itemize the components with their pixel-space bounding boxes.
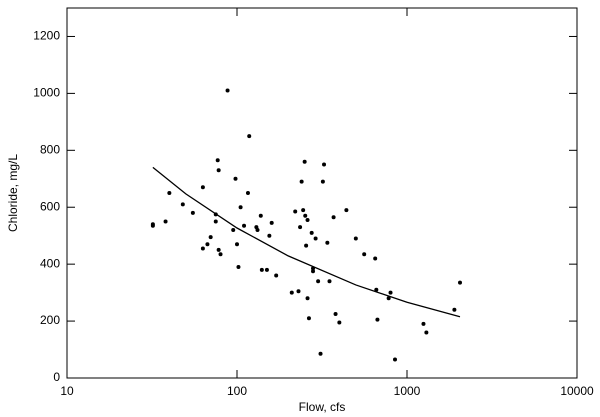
data-point [331,215,336,220]
data-point [373,256,378,261]
data-point [233,176,238,181]
data-point [200,185,205,190]
data-point [393,357,398,362]
data-point [215,158,220,163]
data-point [320,179,325,184]
data-point [305,296,310,301]
data-point [289,290,294,295]
data-point [457,280,462,285]
data-point [180,202,185,207]
data-point [245,191,250,195]
data-point [216,247,221,252]
data-point [163,219,168,224]
data-point [322,162,327,167]
data-point [150,223,155,228]
data-point [205,242,210,247]
data-point [386,296,391,301]
data-point [235,242,239,247]
data-point [167,191,172,195]
x-tick-label: 1000 [394,384,421,398]
y-tick-label: 200 [40,313,60,327]
data-point [421,321,426,326]
data-point [231,228,236,232]
data-point [259,267,264,272]
y-tick-label: 800 [40,142,60,156]
data-point [225,88,230,93]
plot-frame [66,7,578,379]
data-point [298,225,303,230]
data-point [305,218,310,223]
data-point [302,159,307,164]
data-point [208,235,213,240]
y-axis-label: Chloride, mg/L [6,154,20,232]
data-point [362,252,367,257]
y-tick-label: 1200 [33,29,60,43]
data-point [190,210,195,215]
data-point [255,228,260,232]
data-point [313,236,318,241]
data-point [353,236,358,241]
fit-curve [152,166,461,318]
data-point [267,233,272,238]
data-point [424,330,429,335]
data-point [299,179,304,184]
x-tick-label: 10000 [560,384,594,398]
data-point [258,213,263,218]
data-point [218,252,223,257]
data-point [304,243,309,248]
data-point [264,267,269,272]
data-point [274,273,279,278]
data-point [269,220,274,225]
data-point [327,279,332,284]
data-point [309,230,314,235]
data-point [318,351,323,356]
data-point [344,208,349,213]
data-point [316,279,321,284]
data-point [452,307,457,312]
data-point [296,289,301,294]
x-tick-label: 10 [60,384,74,398]
data-point [311,269,316,274]
data-point [213,219,218,224]
y-tick-label: 600 [40,199,60,213]
data-point [216,168,221,173]
data-point [242,223,247,228]
data-point [337,320,342,325]
data-point [303,213,308,218]
data-point [301,208,306,213]
data-point [306,316,311,321]
x-tick-label: 100 [227,384,247,398]
data-point [333,311,338,316]
data-point [236,265,241,269]
y-tick-label: 0 [53,370,60,384]
data-point [247,134,252,139]
y-tick-label: 1000 [33,86,60,100]
x-axis-label: Flow, cfs [299,400,346,414]
data-point [238,205,243,210]
data-point [388,290,393,295]
data-point [374,287,379,292]
data-point [325,240,330,245]
data-point [200,246,205,251]
data-point [375,317,380,322]
y-tick-label: 400 [40,256,60,270]
data-point [293,209,298,214]
